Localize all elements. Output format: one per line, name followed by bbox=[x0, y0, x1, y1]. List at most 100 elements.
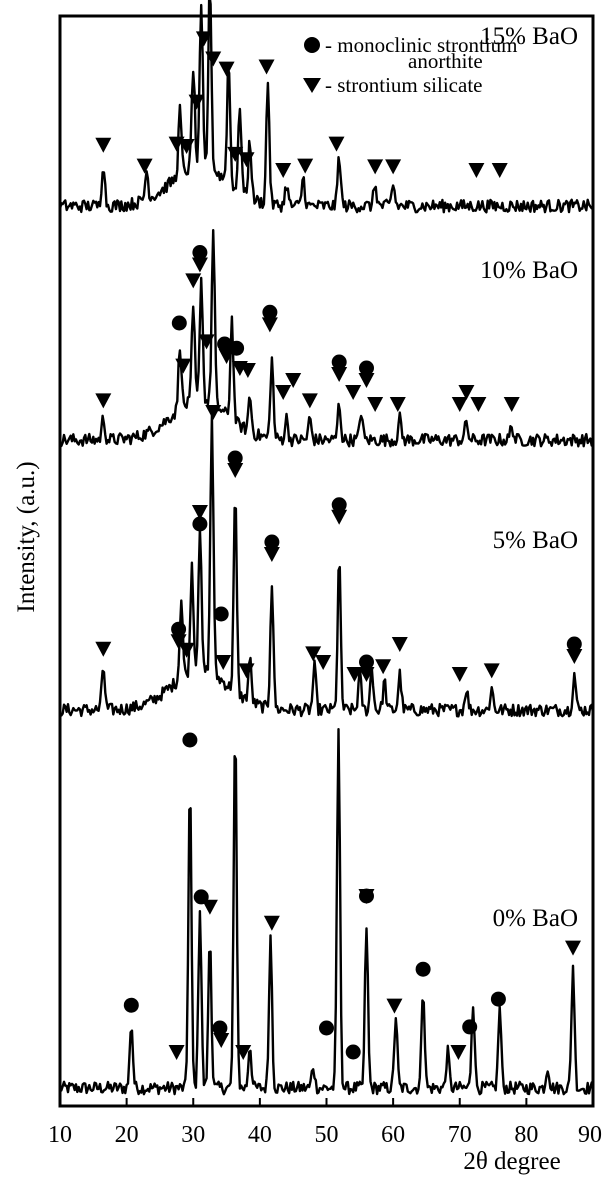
anorthite-marker bbox=[227, 450, 243, 466]
anorthite-marker bbox=[171, 621, 187, 637]
legend-triangle-label: - strontium silicate bbox=[325, 73, 482, 97]
silicate-marker bbox=[195, 31, 212, 47]
anorthite-marker bbox=[490, 991, 506, 1007]
silicate-marker bbox=[168, 1045, 185, 1060]
silicate-marker bbox=[227, 463, 244, 478]
silicate-marker bbox=[297, 158, 314, 174]
anorthite-marker bbox=[331, 497, 347, 513]
silicate-marker bbox=[503, 397, 520, 412]
anorthite-marker bbox=[229, 340, 245, 356]
silicate-marker bbox=[331, 509, 348, 525]
silicate-marker bbox=[218, 61, 235, 77]
silicate-marker bbox=[565, 940, 582, 956]
silicate-marker bbox=[238, 663, 255, 679]
trace-0-bao bbox=[58, 728, 594, 1096]
silicate-marker bbox=[385, 159, 402, 175]
silicate-marker bbox=[305, 646, 322, 662]
silicate-marker bbox=[205, 51, 222, 67]
silicate-marker bbox=[345, 385, 362, 400]
silicate-marker bbox=[367, 159, 384, 175]
silicate-marker bbox=[458, 385, 475, 400]
phase-markers bbox=[95, 31, 583, 1060]
silicate-marker bbox=[170, 634, 187, 650]
silicate-marker bbox=[185, 273, 202, 289]
silicate-marker bbox=[451, 667, 468, 682]
anorthite-marker bbox=[359, 654, 374, 670]
trace-10-bao bbox=[59, 228, 595, 448]
series-label: 15% BaO bbox=[480, 23, 578, 50]
x-tick-label: 40 bbox=[248, 1122, 272, 1148]
silicate-marker bbox=[491, 163, 508, 178]
silicate-marker bbox=[275, 163, 292, 178]
silicate-marker bbox=[367, 397, 384, 412]
silicate-marker bbox=[178, 642, 195, 658]
x-axis-label: 2θ degree bbox=[463, 1148, 560, 1175]
silicate-marker bbox=[263, 915, 280, 931]
x-tick-label: 60 bbox=[381, 1122, 405, 1148]
silicate-marker bbox=[205, 405, 222, 421]
series-label: 5% BaO bbox=[493, 527, 578, 554]
silicate-marker bbox=[566, 649, 583, 664]
silicate-marker bbox=[178, 139, 195, 154]
silicate-marker bbox=[188, 94, 205, 110]
silicate-marker bbox=[95, 137, 112, 153]
anorthite-marker bbox=[192, 245, 208, 260]
silicate-marker bbox=[315, 655, 332, 670]
x-tick-label: 10 bbox=[48, 1122, 72, 1148]
silicate-marker bbox=[358, 667, 375, 682]
silicate-marker bbox=[301, 393, 318, 409]
anorthite-marker bbox=[262, 304, 278, 320]
x-axis-ticks: 10 20 30 40 50 60 70 80 90 bbox=[48, 1098, 602, 1148]
anorthite-marker bbox=[192, 516, 208, 532]
x-tick-label: 70 bbox=[448, 1122, 472, 1148]
anorthite-marker bbox=[212, 1020, 228, 1036]
anorthite-marker bbox=[462, 1019, 478, 1035]
x-tick-label: 90 bbox=[578, 1122, 602, 1148]
silicate-marker bbox=[386, 998, 403, 1014]
anorthite-marker bbox=[182, 732, 198, 748]
silicate-marker bbox=[470, 397, 487, 412]
silicate-marker bbox=[261, 317, 278, 333]
anorthite-marker bbox=[415, 961, 431, 977]
legend-circle-label-line2: anorthite bbox=[408, 49, 483, 73]
series-label: 10% BaO bbox=[480, 257, 578, 284]
silicate-marker bbox=[391, 637, 408, 652]
silicate-marker bbox=[136, 158, 153, 174]
series-label: 0% BaO bbox=[493, 905, 578, 932]
anorthite-marker bbox=[331, 354, 347, 370]
silicate-marker bbox=[358, 373, 375, 388]
silicate-marker bbox=[258, 59, 275, 75]
silicate-marker bbox=[191, 257, 208, 273]
silicate-marker bbox=[239, 362, 256, 378]
silicate-marker bbox=[95, 393, 112, 409]
x-tick-label: 50 bbox=[315, 1122, 339, 1148]
silicate-marker bbox=[263, 547, 280, 562]
silicate-marker bbox=[468, 163, 485, 178]
plot-frame bbox=[58, 14, 595, 1108]
legend: - monoclinic strontium anorthite - stron… bbox=[303, 33, 517, 97]
silicate-marker bbox=[95, 641, 112, 657]
silicate-marker bbox=[218, 349, 235, 364]
silicate-marker bbox=[201, 899, 218, 915]
silicate-marker bbox=[328, 136, 345, 152]
anorthite-marker bbox=[123, 997, 139, 1013]
silicate-marker bbox=[331, 367, 348, 382]
anorthite-marker bbox=[171, 315, 187, 331]
silicate-marker bbox=[285, 373, 302, 388]
silicate-marker bbox=[483, 663, 500, 679]
x-tick-label: 30 bbox=[181, 1122, 205, 1148]
silicate-marker bbox=[275, 385, 292, 400]
silicate-marker bbox=[213, 1033, 230, 1048]
trace-5-bao bbox=[59, 414, 595, 718]
anorthite-marker bbox=[213, 606, 229, 622]
silicate-marker bbox=[358, 889, 375, 904]
silicate-marker bbox=[375, 659, 392, 675]
x-tick-label: 20 bbox=[115, 1122, 139, 1148]
anorthite-marker bbox=[217, 336, 233, 352]
x-tick-label: 80 bbox=[514, 1122, 538, 1148]
y-axis-label: Intensity, (a.u.) bbox=[13, 461, 40, 612]
trace-15-bao bbox=[58, 0, 594, 214]
silicate-marker bbox=[451, 397, 468, 412]
